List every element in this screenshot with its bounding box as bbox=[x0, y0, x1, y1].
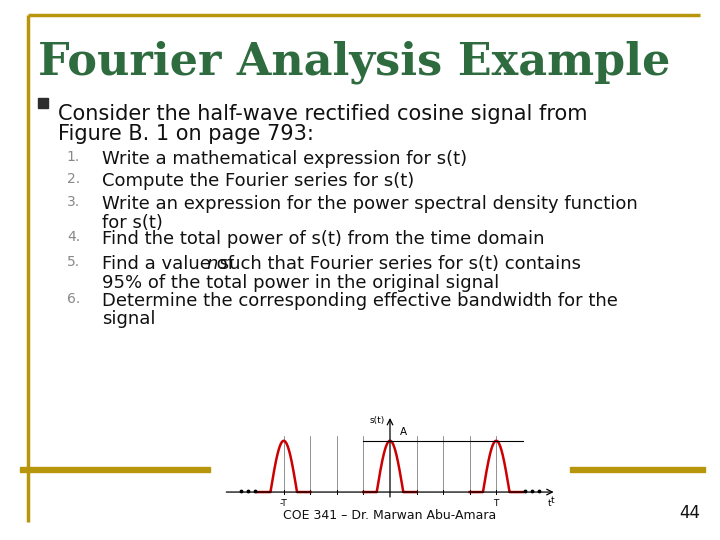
Text: Compute the Fourier series for s(t): Compute the Fourier series for s(t) bbox=[102, 172, 414, 190]
Text: Write an expression for the power spectral density function: Write an expression for the power spectr… bbox=[102, 195, 638, 213]
Text: T: T bbox=[494, 500, 499, 508]
Text: 44: 44 bbox=[679, 504, 700, 522]
Text: 2.: 2. bbox=[67, 172, 80, 186]
Bar bbox=[20, 467, 210, 472]
Text: -T: -T bbox=[280, 500, 287, 508]
Text: 95% of the total power in the original signal: 95% of the total power in the original s… bbox=[102, 274, 499, 292]
Text: such that Fourier series for s(t) contains: such that Fourier series for s(t) contai… bbox=[214, 255, 581, 273]
Text: 6.: 6. bbox=[67, 292, 80, 306]
Text: t: t bbox=[548, 500, 552, 508]
Text: Determine the corresponding effective bandwidth for the: Determine the corresponding effective ba… bbox=[102, 292, 618, 310]
Text: s(t): s(t) bbox=[369, 416, 384, 425]
Text: Find the total power of s(t) from the time domain: Find the total power of s(t) from the ti… bbox=[102, 230, 544, 248]
Text: for s(t): for s(t) bbox=[102, 214, 163, 232]
Text: Consider the half-wave rectified cosine signal from: Consider the half-wave rectified cosine … bbox=[58, 104, 588, 124]
Text: 5.: 5. bbox=[67, 255, 80, 269]
Text: COE 341 – Dr. Marwan Abu-Amara: COE 341 – Dr. Marwan Abu-Amara bbox=[284, 509, 497, 522]
Bar bbox=[570, 467, 705, 472]
Text: signal: signal bbox=[102, 310, 156, 328]
Text: Find a value of: Find a value of bbox=[102, 255, 240, 273]
Text: Write a mathematical expression for s(t): Write a mathematical expression for s(t) bbox=[102, 150, 467, 168]
Text: A: A bbox=[400, 427, 407, 437]
Text: 3.: 3. bbox=[67, 195, 80, 209]
Text: n: n bbox=[206, 255, 217, 273]
Text: Figure B. 1 on page 793:: Figure B. 1 on page 793: bbox=[58, 124, 314, 144]
Text: 4.: 4. bbox=[67, 230, 80, 244]
Bar bbox=[38, 98, 48, 108]
Text: t: t bbox=[551, 496, 554, 505]
Text: 1.: 1. bbox=[67, 150, 80, 164]
Text: Fourier Analysis Example: Fourier Analysis Example bbox=[38, 40, 670, 84]
